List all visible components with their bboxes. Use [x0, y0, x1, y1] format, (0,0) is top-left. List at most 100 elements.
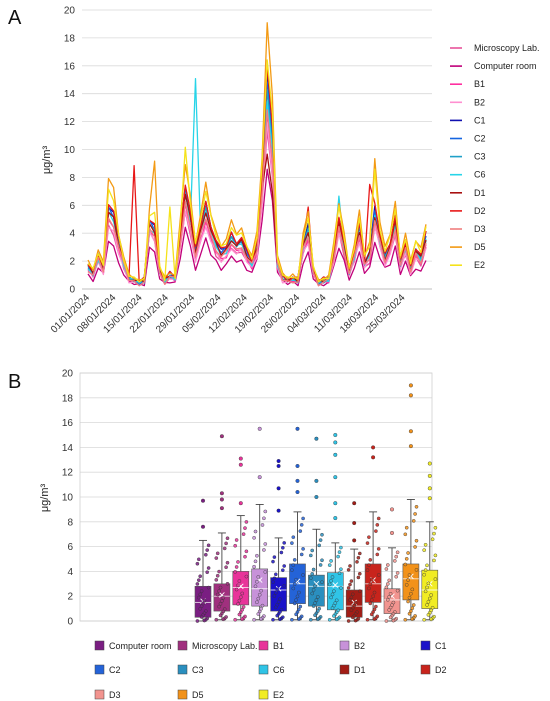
- legend-swatch-b: [177, 640, 188, 651]
- y-tick-label-a: 12: [64, 117, 76, 128]
- point-b2: [257, 592, 262, 597]
- outlier-b2: [257, 426, 262, 431]
- point-c2: [295, 594, 300, 599]
- outlier-microscopy-lab-: [219, 491, 224, 496]
- point-d5: [406, 599, 410, 604]
- point-c6: [332, 614, 336, 618]
- outlier-microscopy-lab-: [219, 497, 224, 502]
- point-b2: [259, 606, 263, 611]
- legend-label-b: E2: [273, 690, 284, 700]
- point-c2: [301, 516, 305, 521]
- legend-swatch-b: [339, 664, 350, 675]
- point-c3: [313, 613, 317, 618]
- y-tick-label-a: 20: [64, 6, 76, 17]
- point-d5: [403, 617, 408, 622]
- point-d5: [410, 606, 415, 611]
- point-c1: [282, 564, 287, 568]
- point-b1: [243, 526, 247, 530]
- point-c1: [278, 597, 282, 601]
- point-d2: [368, 582, 373, 586]
- point-microscopy-lab-: [217, 604, 221, 609]
- legend-label-a: C6: [474, 170, 486, 180]
- point-d3: [391, 618, 396, 623]
- panel-a: A02468101214161820μg/m³01/01/202408/01/2…: [8, 6, 540, 336]
- outlier-b1: [238, 501, 243, 506]
- point-d3: [395, 588, 400, 593]
- outlier-c3: [314, 495, 319, 500]
- point-e2: [425, 563, 429, 568]
- point-c6: [337, 550, 342, 554]
- point-d1: [350, 615, 355, 620]
- y-tick-label-a: 18: [64, 33, 76, 44]
- point-e2: [433, 525, 438, 530]
- point-d5: [409, 591, 413, 596]
- point-b1: [238, 595, 243, 599]
- outlier-c6: [333, 433, 338, 438]
- point-e2: [427, 596, 432, 601]
- point-c6: [327, 563, 332, 567]
- legend-label-a: C3: [474, 152, 486, 162]
- legend-swatch-b: [258, 664, 269, 675]
- point-d2: [372, 590, 377, 595]
- point-d2: [368, 558, 373, 562]
- point-b2: [260, 523, 265, 527]
- point-d3: [394, 574, 399, 579]
- legend-label-a: D2: [474, 206, 486, 216]
- outlier-c3: [314, 478, 319, 483]
- point-d5: [411, 603, 416, 607]
- outlier-c2: [295, 464, 300, 469]
- point-computer-room: [195, 582, 200, 586]
- series-line-e2: [87, 59, 427, 283]
- point-c3: [313, 601, 317, 605]
- point-d5: [404, 525, 409, 530]
- point-d2: [369, 577, 374, 582]
- legend-label-a: E2: [474, 260, 485, 270]
- point-microscopy-lab-: [215, 592, 220, 597]
- outlier-d3: [390, 507, 395, 512]
- point-c2: [290, 568, 294, 572]
- point-b2: [260, 603, 265, 608]
- point-c2: [297, 590, 301, 595]
- point-c6: [339, 567, 343, 572]
- point-computer-room: [199, 615, 204, 619]
- point-c6: [330, 592, 335, 597]
- legend-label-b: C2: [109, 665, 121, 675]
- y-tick-label-b: 18: [62, 393, 74, 404]
- outlier-microscopy-lab-: [219, 506, 224, 511]
- point-c1: [282, 584, 287, 588]
- point-microscopy-lab-: [222, 546, 227, 551]
- point-d5: [403, 562, 408, 567]
- point-c2: [294, 612, 298, 617]
- point-b2: [252, 617, 256, 622]
- point-d3: [387, 578, 392, 583]
- point-b1: [244, 520, 249, 524]
- legend-swatch-b: [177, 664, 188, 675]
- point-computer-room: [202, 618, 207, 623]
- point-d3: [384, 619, 389, 623]
- point-computer-room: [203, 552, 208, 557]
- point-c1: [273, 605, 278, 610]
- legend-swatch-b: [420, 640, 431, 651]
- point-d2: [369, 598, 374, 602]
- point-e2: [422, 572, 427, 577]
- legend-label-b: Microscopy Lab.: [192, 641, 258, 651]
- point-d5: [404, 557, 409, 561]
- point-d2: [376, 573, 381, 577]
- point-microscopy-lab-: [218, 585, 223, 590]
- point-d1: [349, 595, 354, 600]
- box-d2: [364, 563, 382, 603]
- y-tick-label-b: 6: [67, 542, 73, 553]
- legend-label-b: B1: [273, 641, 284, 651]
- outlier-c6: [333, 440, 338, 445]
- point-d1: [346, 568, 351, 572]
- point-b2: [253, 529, 258, 534]
- point-d5: [414, 504, 419, 509]
- point-microscopy-lab-: [225, 560, 230, 565]
- point-computer-room: [199, 589, 204, 593]
- point-d2: [367, 563, 371, 567]
- point-c2: [292, 582, 297, 586]
- point-b2: [256, 575, 261, 579]
- point-b1: [237, 579, 242, 583]
- point-e2: [426, 581, 431, 586]
- point-b1: [237, 612, 242, 617]
